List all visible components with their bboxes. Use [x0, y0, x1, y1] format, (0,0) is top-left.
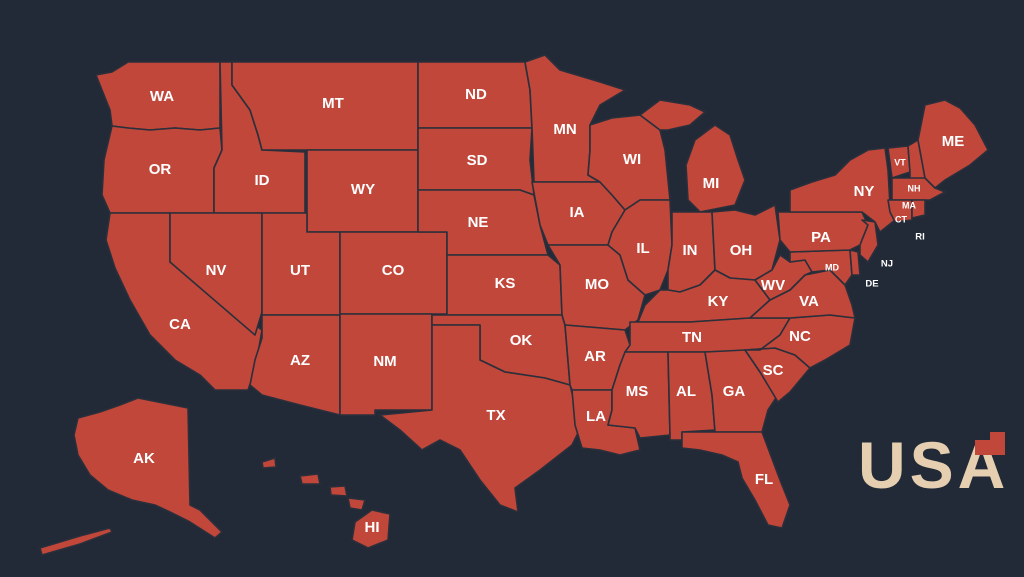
label-nm: NM [373, 353, 396, 370]
label-ct: CT [895, 214, 907, 224]
label-in: IN [683, 242, 698, 259]
label-la: LA [586, 408, 606, 425]
label-az: AZ [290, 352, 310, 369]
state-ct[interactable] [887, 199, 913, 223]
label-ga: GA [723, 383, 746, 400]
label-tx: TX [486, 407, 505, 424]
label-ak: AK [133, 450, 155, 467]
state-hi-island-1 [261, 457, 277, 469]
label-ne: NE [468, 214, 489, 231]
label-de: DE [865, 279, 878, 290]
label-ar: AR [584, 348, 606, 365]
label-md: MD [825, 262, 839, 272]
label-nj: NJ [881, 259, 893, 270]
state-pa[interactable] [777, 211, 869, 253]
label-va: VA [799, 293, 819, 310]
label-ri: RI [915, 232, 925, 243]
state-ak-island [39, 527, 113, 556]
label-or: OR [149, 161, 172, 178]
state-nm[interactable] [339, 313, 433, 416]
label-ky: KY [708, 293, 729, 310]
state-hi-island-2 [299, 473, 321, 485]
label-id: ID [255, 172, 270, 189]
label-mt: MT [322, 95, 344, 112]
state-hi-island-3 [329, 485, 348, 497]
label-hi: HI [365, 519, 380, 536]
label-mn: MN [553, 121, 576, 138]
map-title: USA [858, 428, 1009, 502]
label-oh: OH [730, 242, 753, 259]
state-hi[interactable] [351, 509, 391, 549]
state-nc[interactable] [744, 314, 856, 369]
label-ut: UT [290, 262, 310, 279]
label-pa: PA [811, 229, 831, 246]
state-mi-up[interactable] [639, 99, 706, 131]
label-ok: OK [510, 332, 533, 349]
label-ny: NY [854, 183, 875, 200]
label-wv: WV [761, 277, 785, 294]
state-hi-island-4 [347, 497, 366, 511]
label-nh: NH [908, 183, 921, 193]
label-nd: ND [465, 86, 487, 103]
label-ia: IA [570, 204, 585, 221]
label-tn: TN [682, 329, 702, 346]
state-de[interactable] [849, 249, 861, 276]
state-ak[interactable] [73, 397, 223, 539]
state-il[interactable] [607, 199, 673, 296]
label-vt: VT [894, 157, 906, 167]
label-il: IL [636, 240, 649, 257]
label-nv: NV [206, 262, 227, 279]
state-me[interactable] [917, 99, 989, 189]
label-mo: MO [585, 276, 609, 293]
label-ks: KS [495, 275, 516, 292]
state-mi[interactable] [685, 124, 746, 213]
state-tx[interactable] [379, 324, 583, 513]
state-ny[interactable] [789, 147, 896, 233]
state-fl[interactable] [681, 431, 791, 529]
state-nj[interactable] [859, 219, 879, 263]
label-wi: WI [623, 151, 641, 168]
label-wy: WY [351, 181, 375, 198]
label-fl: FL [755, 471, 773, 488]
state-nv[interactable] [169, 212, 263, 336]
label-sd: SD [467, 152, 488, 169]
label-al: AL [676, 383, 696, 400]
label-wa: WA [150, 88, 174, 105]
state-wv[interactable] [754, 254, 813, 301]
corner-accent-icon [975, 432, 1005, 455]
label-mi: MI [703, 175, 720, 192]
label-co: CO [382, 262, 405, 279]
label-nc: NC [789, 328, 811, 345]
label-sc: SC [763, 362, 784, 379]
label-me: ME [942, 133, 965, 150]
label-ma: MA [902, 200, 916, 210]
state-ri[interactable] [911, 199, 926, 219]
label-ms: MS [626, 383, 649, 400]
label-ca: CA [169, 316, 191, 333]
